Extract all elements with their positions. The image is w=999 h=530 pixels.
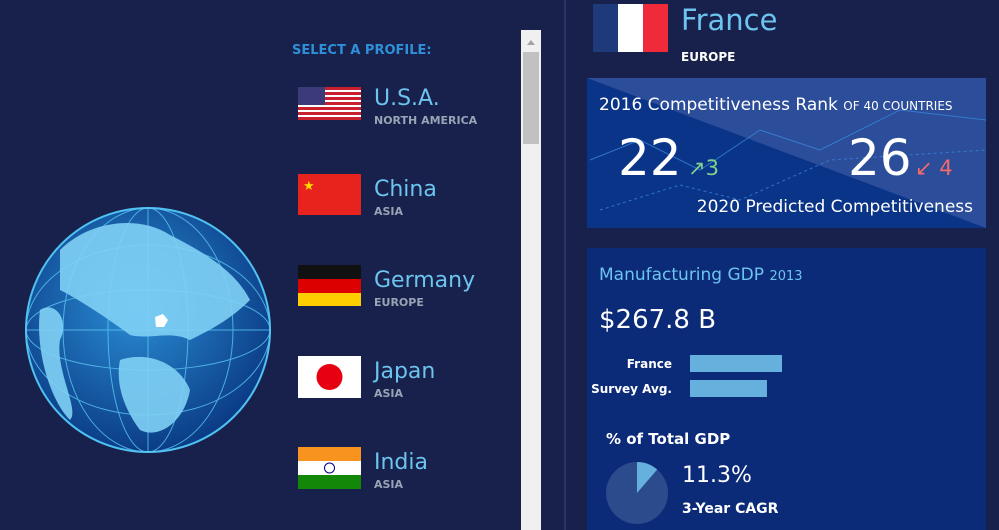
profile-name[interactable]: China — [374, 177, 437, 202]
profile-name[interactable]: India — [374, 450, 428, 475]
rank-title-text: 2016 Competitiveness Rank — [599, 95, 838, 115]
profile-region: NORTH AMERICA — [374, 114, 478, 127]
flag-india — [298, 447, 361, 489]
list-heading: SELECT A PROFILE: — [292, 43, 432, 58]
rank-subtitle: OF 40 COUNTRIES — [843, 99, 952, 113]
bar-label: Survey Avg. — [591, 382, 672, 396]
bar — [690, 380, 767, 397]
share-title: % of Total GDP — [606, 430, 730, 448]
scroll-up[interactable] — [527, 40, 535, 45]
profile-name[interactable]: U.S.A. — [374, 86, 440, 111]
profile-name[interactable]: Germany — [374, 268, 475, 293]
profile-region: ASIA — [374, 478, 404, 491]
rank-2016: 22 — [618, 129, 682, 187]
flag-japan — [298, 356, 361, 398]
scrollbar[interactable] — [521, 30, 541, 530]
bar — [690, 355, 782, 372]
gdp-title-text: Manufacturing GDP — [599, 265, 764, 285]
pie-slice — [637, 462, 658, 493]
cagr-label: 3-Year CAGR — [682, 501, 779, 517]
rank-title: 2016 Competitiveness Rank OF 40 COUNTRIE… — [599, 95, 953, 115]
arrow-up: ↗ — [688, 156, 706, 180]
profile-region: ASIA — [374, 387, 404, 400]
profile-region: EUROPE — [374, 296, 424, 309]
predicted-label: 2020 Predicted Competitiveness — [697, 197, 973, 217]
svg-text:★: ★ — [303, 179, 315, 194]
profile-region: ASIA — [374, 205, 404, 218]
scroll-thumb[interactable] — [523, 52, 539, 144]
gdp-value: $267.8 B — [599, 305, 716, 335]
share-label: 11.3% — [682, 463, 752, 488]
rank-2020: 26 — [848, 129, 912, 187]
change-value: 3 — [706, 156, 719, 180]
gdp-title: Manufacturing GDP 2013 — [599, 265, 803, 285]
rank-change-2020: ↙ 4 — [915, 156, 953, 180]
globe[interactable] — [25, 207, 271, 453]
gdp-year: 2013 — [769, 269, 802, 284]
country-region: EUROPE — [681, 50, 735, 64]
arrow-down: ↙ — [915, 156, 939, 180]
bar-label: France — [627, 357, 672, 371]
rank-change-2016: ↗3 — [688, 156, 719, 180]
change-value: 4 — [939, 156, 952, 180]
rank-panel — [587, 78, 986, 228]
profile-name[interactable]: Japan — [372, 359, 435, 384]
flag-germany — [298, 265, 361, 306]
flag-usa — [298, 87, 361, 120]
flag-china: ★ — [298, 174, 361, 215]
country-name: France — [681, 3, 777, 37]
flag-france — [593, 4, 668, 52]
